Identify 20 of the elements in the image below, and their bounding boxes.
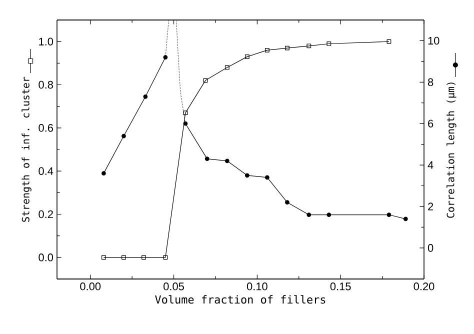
y-tick-label: 0.2 [38,210,53,218]
y-tick-label: 1.0 [39,38,54,46]
y2-axis-title: Correlation length (μm) [446,82,456,218]
y-tick-label: 0.8 [38,80,53,89]
y-tick-label: 0.6 [38,124,53,132]
x-tick-label: 0.05 [164,282,184,290]
y2-tick-label: 2 [428,202,434,210]
y-tick-label: 0.0 [38,254,54,262]
y2-tick-label: 8 [428,78,434,86]
x-tick-label: 0.10 [246,282,268,290]
x-tick-label: 0.20 [414,282,434,290]
y2-tick-label: 4 [428,161,434,169]
x-tick-label: 0.15 [330,282,351,290]
y-tick-label: 0.4 [38,167,54,175]
x-axis-title: Volume fraction of fillers [155,295,326,304]
x-tick-label: 0.00 [80,282,101,290]
y2-tick-label: 6 [428,120,434,128]
y-axis-title: Strength of inf. cluster [22,76,32,222]
y2-tick-label: 0 [428,244,434,252]
y2-tick-label: 10 [428,36,440,45]
